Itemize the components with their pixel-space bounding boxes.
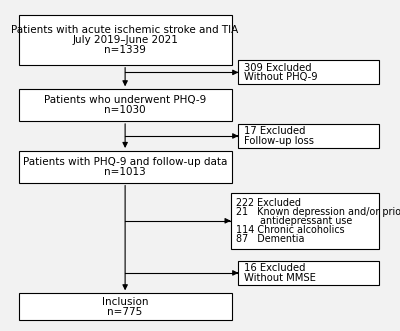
Text: Without PHQ-9: Without PHQ-9 [244, 72, 318, 82]
Text: 21   Known depression and/or prior: 21 Known depression and/or prior [236, 207, 400, 217]
FancyBboxPatch shape [18, 293, 232, 320]
FancyBboxPatch shape [238, 61, 378, 84]
Text: Inclusion: Inclusion [102, 297, 148, 307]
FancyBboxPatch shape [238, 124, 378, 148]
Text: 16 Excluded: 16 Excluded [244, 263, 306, 273]
Text: Patients who underwent PHQ-9: Patients who underwent PHQ-9 [44, 95, 206, 105]
Text: Patients with acute ischemic stroke and TIA: Patients with acute ischemic stroke and … [12, 25, 239, 35]
Text: Patients with PHQ-9 and follow-up data: Patients with PHQ-9 and follow-up data [23, 157, 227, 167]
Text: 17 Excluded: 17 Excluded [244, 126, 306, 136]
Text: Without MMSE: Without MMSE [244, 273, 316, 283]
Text: 114 Chronic alcoholics: 114 Chronic alcoholics [236, 225, 345, 235]
Text: n=1030: n=1030 [104, 105, 146, 115]
FancyBboxPatch shape [238, 261, 378, 285]
FancyBboxPatch shape [231, 193, 378, 249]
Text: antidepressant use: antidepressant use [236, 216, 353, 226]
FancyBboxPatch shape [18, 151, 232, 183]
Text: n=775: n=775 [108, 307, 143, 317]
Text: Follow-up loss: Follow-up loss [244, 136, 314, 146]
Text: July 2019–June 2021: July 2019–June 2021 [72, 35, 178, 45]
Text: 222 Excluded: 222 Excluded [236, 198, 302, 208]
Text: 87   Dementia: 87 Dementia [236, 234, 305, 244]
Text: n=1013: n=1013 [104, 167, 146, 177]
Text: 309 Excluded: 309 Excluded [244, 63, 312, 72]
FancyBboxPatch shape [18, 15, 232, 65]
Text: n=1339: n=1339 [104, 45, 146, 55]
FancyBboxPatch shape [18, 89, 232, 121]
